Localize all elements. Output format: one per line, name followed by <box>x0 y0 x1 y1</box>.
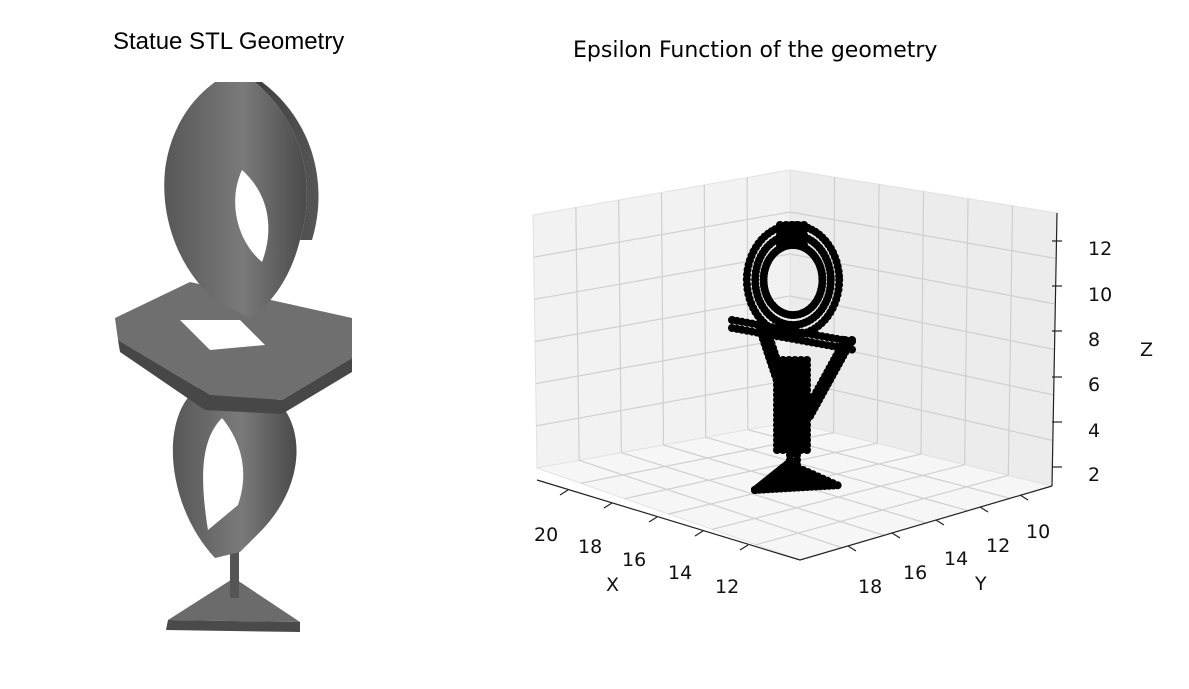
scatter-point <box>803 446 811 454</box>
scatter-point <box>799 412 808 420</box>
tick-marks <box>559 240 1062 552</box>
statue-upper-loop <box>164 82 307 318</box>
scatter-point <box>835 272 844 280</box>
y-tick-mark <box>1019 494 1029 501</box>
statue-base-top <box>168 578 300 622</box>
y-tick-label: 12 <box>986 535 1010 557</box>
statue-pole <box>230 540 239 598</box>
z-tick-label: 2 <box>1088 464 1100 486</box>
x-tick-label: 16 <box>622 549 646 571</box>
scatter-point <box>788 241 796 249</box>
scatter-point <box>848 337 856 346</box>
x-tick-label: 20 <box>534 524 558 546</box>
y-tick-label: 10 <box>1026 521 1050 543</box>
scatter-point <box>784 411 793 420</box>
grid-line <box>1007 205 1014 476</box>
y-tick-mark <box>847 545 857 552</box>
statue-geometry-render <box>115 82 352 632</box>
y-tick-label: 18 <box>858 576 882 598</box>
scatter-point <box>800 241 808 249</box>
z-tick-label: 10 <box>1088 284 1112 306</box>
y-tick-mark <box>979 506 989 513</box>
z-axis-line <box>1051 212 1058 487</box>
scatter-point <box>786 461 794 469</box>
x-axis-line <box>536 479 801 561</box>
z-tick-label: 6 <box>1088 374 1100 396</box>
scatter-point <box>848 345 856 354</box>
x-tick-label: 18 <box>578 536 602 558</box>
statue-lower-loop <box>172 377 297 558</box>
y-axis-line <box>799 485 1053 561</box>
scatter-point-cloud <box>728 221 856 494</box>
scatter-point <box>779 446 787 454</box>
scatter-point <box>776 241 784 249</box>
y-tick-label: 16 <box>903 562 927 584</box>
scatter-point <box>785 446 793 454</box>
statue-upper-edge <box>255 82 319 240</box>
x-tick-label: 12 <box>715 576 739 598</box>
statue-base-front <box>166 620 300 632</box>
z-tick-labels: 2 4 6 8 10 12 <box>1088 238 1112 486</box>
scatter-point <box>794 241 802 249</box>
z-axis-label: Z <box>1140 339 1153 361</box>
scatter-point <box>806 412 815 420</box>
x-axis-label: X <box>606 574 619 596</box>
x-tick-mark <box>694 530 704 537</box>
scatter-point <box>782 241 790 249</box>
chart-3d-axes <box>532 169 1058 561</box>
y-tick-mark <box>935 519 945 526</box>
y-tick-label: 14 <box>944 548 968 570</box>
x-tick-label: 14 <box>668 562 692 584</box>
z-tick-label: 12 <box>1088 238 1112 260</box>
y-tick-labels: 18 16 14 12 10 <box>858 521 1050 598</box>
chart-title: Epsilon Function of the geometry <box>573 38 938 63</box>
x-tick-mark <box>559 489 569 496</box>
scatter-point <box>793 461 801 469</box>
statue-middle-shadow <box>118 340 352 414</box>
y-tick-mark <box>891 532 901 539</box>
z-tick-label: 8 <box>1088 329 1100 351</box>
scatter-point <box>826 272 835 281</box>
x-tick-mark <box>648 516 658 523</box>
x-tick-mark <box>739 544 749 551</box>
z-tick-label: 4 <box>1088 420 1100 442</box>
x-tick-labels: 20 18 16 14 12 <box>534 524 739 598</box>
scatter-point <box>797 446 805 454</box>
scatter-point <box>833 481 842 490</box>
scatter-point <box>818 273 827 282</box>
y-axis-label: Y <box>974 573 987 595</box>
left-panel-title: Statue STL Geometry <box>113 28 345 55</box>
scatter-point <box>791 411 800 420</box>
statue-middle-twist <box>115 282 352 400</box>
scatter-point <box>773 446 781 454</box>
scatter-point <box>791 446 799 454</box>
x-tick-mark <box>603 502 613 509</box>
